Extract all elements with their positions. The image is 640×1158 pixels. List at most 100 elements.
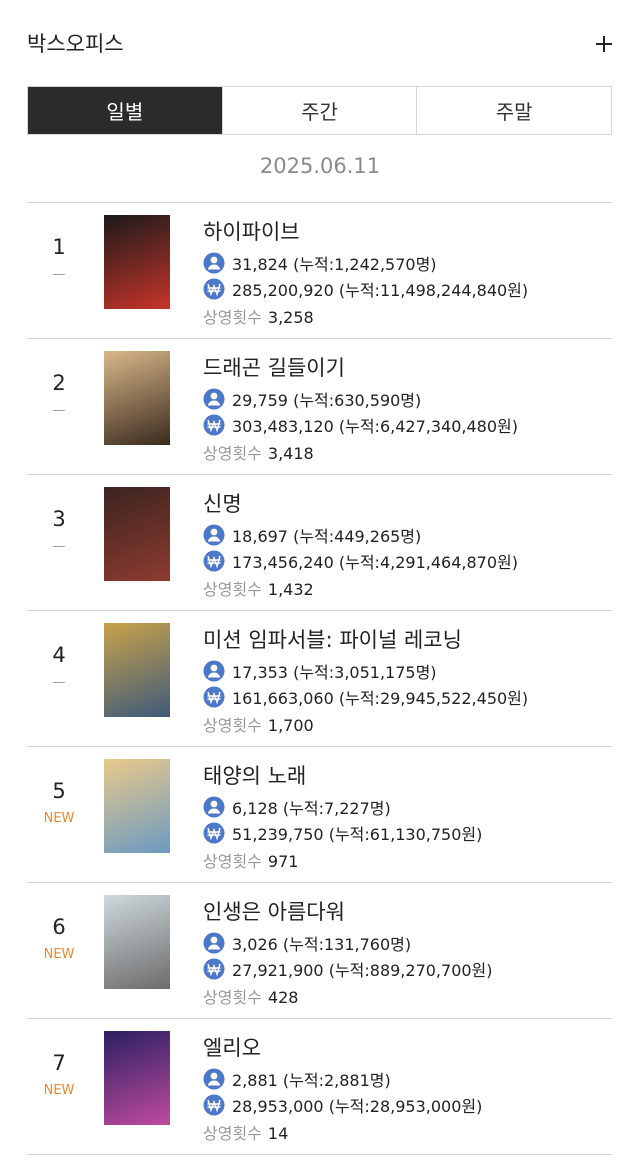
movie-list: 1 — 하이파이브 31,824 (누적:1,242,570명) 285,200,920… bbox=[27, 202, 612, 1155]
revenue-line: 161,663,060 (누적:29,945,522,450원) bbox=[203, 685, 528, 709]
audience-line: 18,697 (누적:449,265명) bbox=[203, 523, 421, 547]
movie-title: 드래곤 길들이기 bbox=[203, 356, 345, 380]
rank-change: — bbox=[52, 267, 66, 282]
movie-title: 인생은 아름다워 bbox=[203, 900, 345, 924]
movie-row[interactable]: 6 NEW 인생은 아름다워 3,026 (누적:131,760명) 27,921,90… bbox=[27, 883, 612, 1019]
screenings-label: 상영횟수 bbox=[203, 308, 262, 327]
rank-change: NEW bbox=[43, 947, 75, 962]
audience: 17,353 (누적:3,051,175명) bbox=[232, 663, 437, 682]
won-icon bbox=[203, 958, 225, 980]
tab[interactable]: 주간 bbox=[221, 87, 417, 134]
revenue: 161,663,060 (누적:29,945,522,450원) bbox=[232, 689, 529, 708]
revenue: 27,921,900 (누적:889,270,700원) bbox=[232, 961, 493, 980]
audience: 2,881 (누적:2,881명) bbox=[232, 1071, 391, 1090]
won-icon bbox=[203, 686, 225, 708]
revenue: 303,483,120 (누적:6,427,340,480원) bbox=[232, 417, 518, 436]
screenings: 1,700 bbox=[267, 716, 314, 735]
audience: 18,697 (누적:449,265명) bbox=[232, 527, 422, 546]
poster bbox=[104, 487, 170, 581]
movie-title: 신명 bbox=[203, 492, 242, 516]
audience-icon bbox=[203, 388, 225, 410]
tab[interactable]: 주말 bbox=[416, 87, 611, 134]
movie-row[interactable]: 7 NEW 엘리오 2,881 (누적:2,881명) 28,953,000 (누적:2… bbox=[27, 1019, 612, 1155]
rank: 3 bbox=[52, 507, 66, 531]
audience-line: 17,353 (누적:3,051,175명) bbox=[203, 659, 437, 683]
audience-line: 3,026 (누적:131,760명) bbox=[203, 931, 411, 955]
audience: 3,026 (누적:131,760명) bbox=[232, 935, 412, 954]
audience-icon bbox=[203, 524, 225, 546]
movie-title: 엘리오 bbox=[203, 1036, 261, 1060]
screenings: 14 bbox=[267, 1124, 289, 1143]
movie-row[interactable]: 4 — 미션 임파서블: 파이널 레코닝 17,353 (누적:3,051,175명)… bbox=[27, 611, 612, 747]
date: 2025.06.11 bbox=[259, 154, 381, 178]
poster bbox=[104, 759, 170, 853]
screenings-line: 상영횟수 1,700 bbox=[203, 712, 314, 736]
movie-title: 미션 임파서블: 파이널 레코닝 bbox=[203, 628, 462, 652]
screenings-label: 상영횟수 bbox=[203, 716, 262, 735]
rank: 4 bbox=[52, 643, 66, 667]
rank-change: — bbox=[52, 539, 66, 554]
screenings-label: 상영횟수 bbox=[203, 580, 262, 599]
revenue-line: 51,239,750 (누적:61,130,750원) bbox=[203, 821, 482, 845]
revenue: 51,239,750 (누적:61,130,750원) bbox=[232, 825, 483, 844]
screenings-label: 상영횟수 bbox=[203, 852, 262, 871]
page-title: 박스오피스 bbox=[27, 32, 124, 56]
movie-row[interactable]: 3 — 신명 18,697 (누적:449,265명) 173,456,240 (누적:… bbox=[27, 475, 612, 611]
rank: 1 bbox=[52, 235, 66, 259]
audience-icon bbox=[203, 252, 225, 274]
screenings: 3,418 bbox=[267, 444, 314, 463]
audience-icon bbox=[203, 1068, 225, 1090]
screenings: 3,258 bbox=[267, 308, 314, 327]
poster bbox=[104, 351, 170, 445]
poster bbox=[104, 623, 170, 717]
revenue-line: 28,953,000 (누적:28,953,000원) bbox=[203, 1093, 482, 1117]
screenings: 428 bbox=[267, 988, 299, 1007]
screenings-line: 상영횟수 428 bbox=[203, 984, 298, 1008]
audience-line: 2,881 (누적:2,881명) bbox=[203, 1067, 391, 1091]
won-icon bbox=[203, 822, 225, 844]
poster bbox=[104, 1031, 170, 1125]
audience-icon bbox=[203, 660, 225, 682]
won-icon bbox=[203, 278, 225, 300]
movie-row[interactable]: 5 NEW 태양의 노래 6,128 (누적:7,227명) 51,239,750 (누… bbox=[27, 747, 612, 883]
screenings-line: 상영횟수 14 bbox=[203, 1120, 288, 1144]
audience-icon bbox=[203, 932, 225, 954]
tab-bar: 일별 주간 주말 bbox=[27, 86, 612, 135]
screenings-line: 상영횟수 3,418 bbox=[203, 440, 314, 464]
rank-change: — bbox=[52, 675, 66, 690]
poster bbox=[104, 895, 170, 989]
movie-title: 태양의 노래 bbox=[203, 764, 307, 788]
rank: 2 bbox=[52, 371, 66, 395]
rank-change: NEW bbox=[43, 1083, 75, 1098]
audience-icon bbox=[203, 796, 225, 818]
audience-line: 31,824 (누적:1,242,570명) bbox=[203, 251, 437, 275]
screenings-line: 상영횟수 3,258 bbox=[203, 304, 314, 328]
screenings-line: 상영횟수 971 bbox=[203, 848, 298, 872]
add-button[interactable] bbox=[594, 34, 614, 54]
revenue: 173,456,240 (누적:4,291,464,870원) bbox=[232, 553, 518, 572]
audience-line: 29,759 (누적:630,590명) bbox=[203, 387, 421, 411]
audience: 29,759 (누적:630,590명) bbox=[232, 391, 422, 410]
rank: 7 bbox=[52, 1051, 66, 1075]
screenings-label: 상영횟수 bbox=[203, 988, 262, 1007]
revenue: 285,200,920 (누적:11,498,244,840원) bbox=[232, 281, 529, 300]
revenue-line: 285,200,920 (누적:11,498,244,840원) bbox=[203, 277, 528, 301]
movie-row[interactable]: 2 — 드래곤 길들이기 29,759 (누적:630,590명) 303,483,12… bbox=[27, 339, 612, 475]
movie-title: 하이파이브 bbox=[203, 220, 300, 244]
won-icon bbox=[203, 1094, 225, 1116]
revenue: 28,953,000 (누적:28,953,000원) bbox=[232, 1097, 483, 1116]
tab[interactable]: 일별 bbox=[28, 87, 222, 134]
revenue-line: 27,921,900 (누적:889,270,700원) bbox=[203, 957, 493, 981]
rank: 6 bbox=[52, 915, 66, 939]
rank-change: NEW bbox=[43, 811, 75, 826]
screenings-label: 상영횟수 bbox=[203, 444, 262, 463]
revenue-line: 173,456,240 (누적:4,291,464,870원) bbox=[203, 549, 518, 573]
audience-line: 6,128 (누적:7,227명) bbox=[203, 795, 391, 819]
won-icon bbox=[203, 550, 225, 572]
movie-row[interactable]: 1 — 하이파이브 31,824 (누적:1,242,570명) 285,200,920… bbox=[27, 203, 612, 339]
audience: 6,128 (누적:7,227명) bbox=[232, 799, 391, 818]
audience: 31,824 (누적:1,242,570명) bbox=[232, 255, 437, 274]
screenings-line: 상영횟수 1,432 bbox=[203, 576, 314, 600]
rank: 5 bbox=[52, 779, 66, 803]
